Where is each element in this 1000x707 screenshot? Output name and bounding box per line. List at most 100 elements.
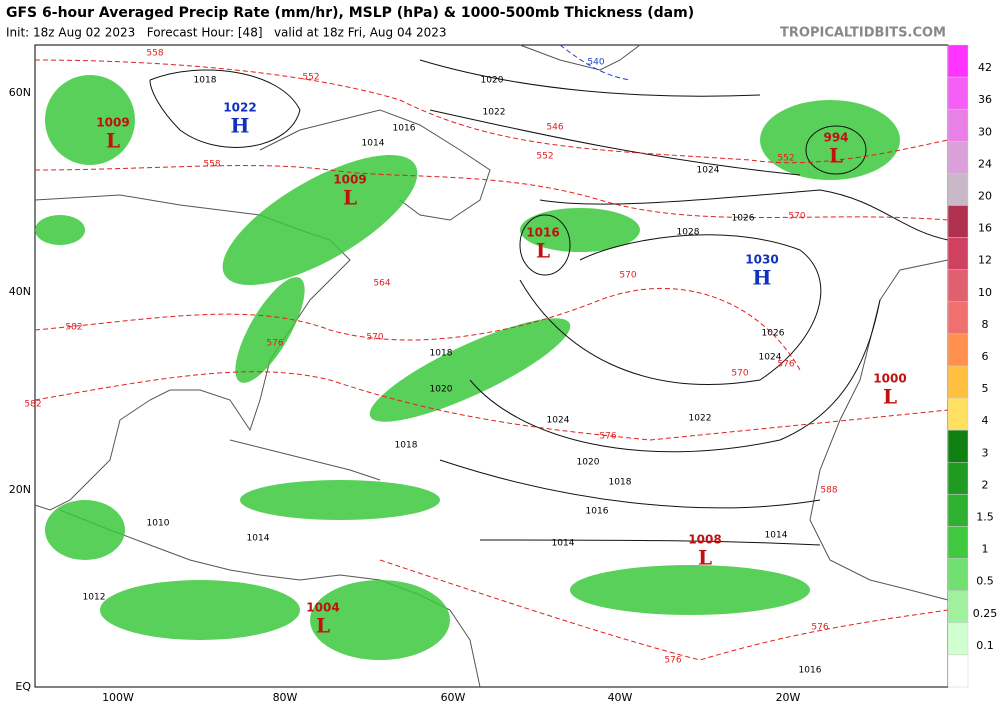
thickness-label: 576 (599, 432, 616, 442)
precip-area (100, 580, 300, 640)
thickness-label: 582 (24, 400, 41, 410)
isobar-label: 1022 (483, 108, 506, 118)
colorbar-cell (947, 237, 969, 270)
isobar (419, 59, 761, 97)
precip-areas (35, 75, 900, 660)
center-letter: L (829, 144, 843, 168)
colorbar-label: 4 (982, 414, 989, 427)
colorbar-label: 20 (978, 190, 992, 203)
center-pressure: 1016 (526, 226, 559, 240)
colorbar-label: 30 (978, 125, 992, 138)
center-letter: L (536, 239, 550, 263)
colorbar-label: 36 (978, 93, 992, 106)
colorbar-cell (947, 494, 969, 527)
coast-caribbean (229, 439, 381, 481)
thickness-line (34, 287, 801, 371)
site-name: TROPICALTIDBITS.COM (780, 26, 946, 41)
thickness-label: 564 (373, 279, 390, 289)
thickness-label: 570 (788, 212, 805, 222)
precip-area (240, 480, 440, 520)
isobar-label: 1020 (481, 76, 504, 86)
lat-label: 40N (9, 285, 31, 298)
lon-label: 40W (608, 691, 633, 704)
lon-label: 60W (441, 691, 466, 704)
thickness-label: 552 (536, 152, 553, 162)
colorbar-cell (947, 205, 969, 238)
precip-area (570, 565, 810, 615)
isobar (149, 69, 301, 148)
title: GFS 6-hour Averaged Precip Rate (mm/hr),… (6, 5, 694, 21)
colorbar-cell (947, 590, 969, 624)
isobar (519, 214, 571, 276)
init-line: Init: 18z Aug 02 2023 Forecast Hour: [48… (6, 26, 447, 40)
colorbar-cell (947, 173, 969, 206)
colorbar-label: 0.25 (973, 607, 998, 620)
lat-label: 20N (9, 483, 31, 496)
isobar-label: 1024 (759, 353, 782, 363)
colorbar-cell (947, 76, 969, 110)
isobar (805, 125, 867, 175)
isobar-label: 1022 (689, 414, 712, 424)
colorbar-label: 2 (982, 478, 989, 491)
colorbar-cell (947, 429, 969, 463)
thickness-lines (34, 44, 949, 661)
colorbar-cell (947, 462, 969, 495)
thickness-label: 576 (811, 623, 828, 633)
isobar-label: 1016 (393, 124, 416, 134)
isobar (429, 109, 801, 176)
center-letter: H (231, 114, 250, 138)
colorbar-label: 5 (982, 382, 989, 395)
thickness-line (34, 59, 949, 164)
precip-area (35, 215, 85, 245)
thickness-label: 588 (820, 486, 837, 496)
colorbar-cell (947, 397, 969, 431)
coast-canada (259, 109, 491, 221)
coastlines (34, 44, 949, 688)
center-letter: L (698, 546, 712, 570)
colorbar-label: 10 (978, 286, 992, 299)
isobar-label: 1016 (799, 666, 822, 676)
precip-area (369, 318, 571, 422)
colorbar-cell (947, 301, 969, 335)
lon-label: 100W (102, 691, 134, 704)
lon-label: 20W (776, 691, 801, 704)
center-pressure: 1009 (333, 173, 366, 187)
center-letter: L (343, 186, 357, 210)
colorbar-cell (947, 269, 969, 303)
thickness-label: 558 (203, 160, 220, 170)
center-pressure: 1004 (306, 601, 339, 615)
colorbar-cell (947, 108, 969, 142)
colorbar-cell (947, 654, 969, 688)
thickness-label: 552 (777, 154, 794, 164)
thickness-line (34, 165, 949, 221)
isobar (439, 459, 821, 509)
coast-central-south-america (59, 509, 481, 688)
isobar-label: 1018 (430, 349, 453, 359)
center-letter: L (316, 614, 330, 638)
isobar-label: 1026 (732, 214, 755, 224)
colorbar-cell (947, 44, 969, 78)
colorbar-label: 24 (978, 157, 992, 170)
isobar-label: 1018 (194, 76, 217, 86)
center-pressure: 1030 (745, 253, 778, 267)
isobars (149, 59, 949, 546)
thickness-label: 570 (731, 369, 748, 379)
thickness-label: 558 (146, 49, 163, 59)
colorbar-label: 42 (978, 61, 992, 74)
thickness-line (379, 559, 949, 661)
isobar-label: 1014 (362, 139, 385, 149)
center-pressure: 1022 (223, 101, 256, 115)
thickness-line (34, 371, 949, 441)
isobar-label: 1024 (697, 166, 720, 176)
thickness-label: 582 (65, 323, 82, 333)
colorbar-cell (947, 558, 969, 591)
colorbar-cell (947, 622, 969, 656)
colorbar-cell (947, 365, 969, 399)
colorbar-label: 1 (982, 543, 989, 556)
colorbar-label: 6 (982, 350, 989, 363)
lon-label: 80W (273, 691, 298, 704)
colorbar-cell (947, 333, 969, 367)
precip-area (235, 277, 305, 383)
isobar (479, 539, 821, 546)
precip-area (310, 580, 450, 660)
